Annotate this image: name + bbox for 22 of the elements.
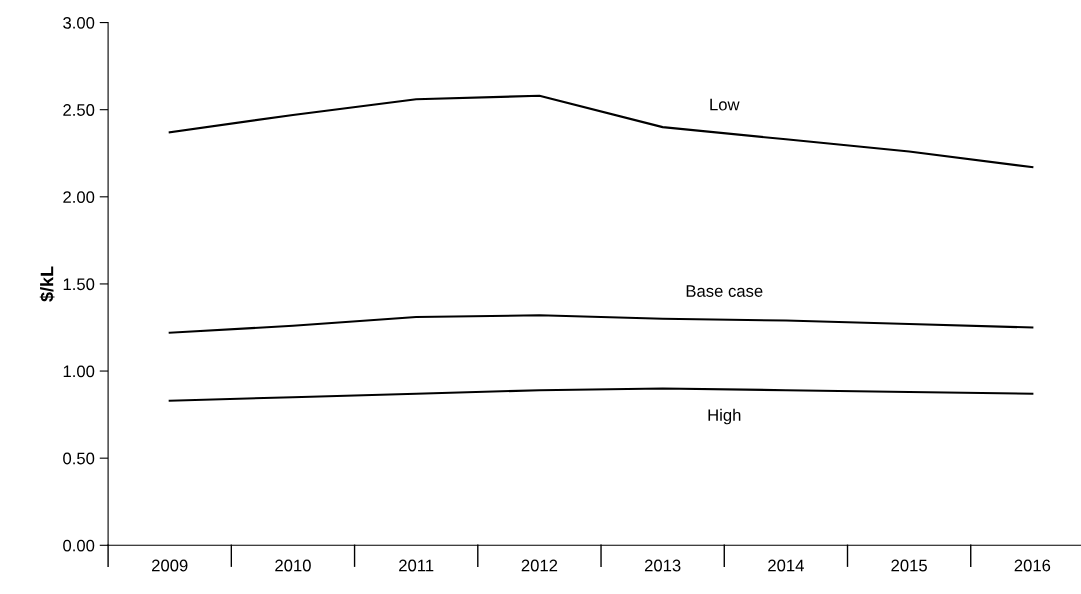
x-tick-label: 2014 <box>768 559 804 572</box>
y-axis-title: $/kL <box>39 266 55 302</box>
x-tick-label: 2015 <box>891 559 927 572</box>
y-tick-label: 1.00 <box>63 365 95 378</box>
x-tick-label: 2012 <box>521 559 558 572</box>
y-tick-label: 1.50 <box>63 278 95 291</box>
x-tick-label: 2011 <box>399 559 434 572</box>
y-tick-label: 2.00 <box>63 191 95 204</box>
x-tick-label: 2016 <box>1014 559 1051 572</box>
line-series <box>168 387 1034 402</box>
y-tick-label: 3.00 <box>63 16 95 29</box>
line-series <box>168 94 1034 169</box>
y-tick-label: 2.50 <box>63 104 95 116</box>
x-tick-label: 2009 <box>152 559 188 572</box>
series-label: High <box>708 408 741 425</box>
x-tick-label: 2013 <box>644 559 681 572</box>
y-tick-label: 0.50 <box>63 452 95 465</box>
series-label: Base case <box>686 285 763 297</box>
y-tick-label: 0.00 <box>63 539 95 552</box>
line-series <box>168 314 1034 334</box>
x-tick-label: 2010 <box>275 559 311 572</box>
series-label: Low <box>710 98 740 111</box>
